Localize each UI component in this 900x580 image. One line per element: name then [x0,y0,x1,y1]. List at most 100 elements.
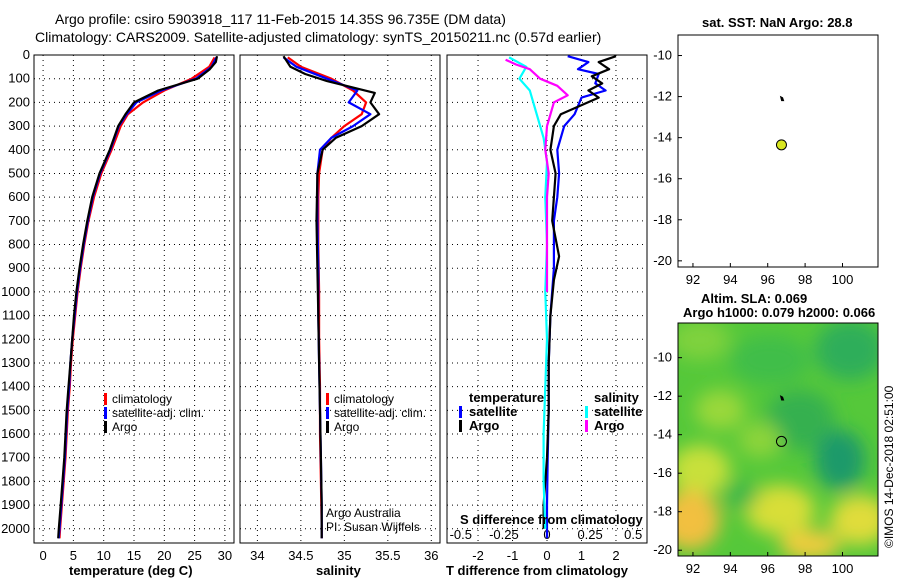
series-line-salinity-satellite [508,56,549,529]
temperature-legend: climatology satellite-adj. clim. Argo [104,392,204,434]
depth-tick-label: 1100 [2,308,30,323]
legend-argo-label: Argo [112,420,138,434]
map-y-tick-label: -20 [653,253,672,268]
temperature-xlabel: temperature (deg C) [69,563,193,578]
legend-temperature-title: temperature [469,390,544,405]
sst-map-panel: sat. SST: NaN Argo: 28.8 92 94 96 98 100 -10 -… [653,15,879,287]
legend-temp-argo-label: Argo [469,418,499,433]
map-x-tick-label: 94 [723,561,737,576]
x-tick-label: 15 [127,548,141,563]
salinity-panel: 34 34.5 35 35.5 36 salinity climatology sate… [239,54,441,578]
sla-field [678,323,878,556]
depth-tick-label: 1200 [1,331,30,346]
sla-map-panel: Altim. SLA: 0.069 Argo h1000: 0.079 h200… [653,291,879,576]
temperature-panel: 0100200300400500600700800900100011001200… [1,47,235,578]
legend-climatology-label: climatology [334,392,394,406]
legend-climatology-swatch [104,393,107,405]
legend-sal-argo-swatch [585,420,588,432]
map-x-tick-label: 100 [832,561,854,576]
depth-tick-label: 1500 [1,402,30,417]
depth-tick-label: 2000 [1,521,30,536]
legend-temp-satellite-label: satellite [469,404,517,419]
depth-tick-label: 500 [8,165,30,180]
legend-satellite-label: satellite-adj. clim. [334,406,426,420]
sla-map-title1: Altim. SLA: 0.069 [701,291,807,306]
sst-map-title: sat. SST: NaN Argo: 28.8 [702,15,853,30]
series-line-salinity-argo [505,58,569,292]
depth-tick-label: 700 [8,213,30,228]
depth-tick-label: 1400 [1,379,30,394]
legend-temp-argo-swatch [459,420,462,432]
legend-argo-swatch [326,421,329,433]
depth-tick-label: 1800 [1,473,30,488]
x-tick-label: -2 [472,548,484,563]
s-diff-tick-label: 0.25 [577,527,602,542]
salinity-legend: climatology satellite-adj. clim. Argo [326,392,426,434]
x-tick-label: 20 [157,548,171,563]
map-y-tick-label: -14 [653,130,672,145]
map-x-tick-label: 96 [760,272,774,287]
depth-tick-label: 1900 [1,497,30,512]
legend-satellite-swatch [104,407,107,419]
credit-pi: PI: Susan Wijffels [326,520,420,534]
title-line2: Climatology: CARS2009. Satellite-adjuste… [35,29,601,45]
s-diff-tick-label: -0.5 [450,527,472,542]
sla-map-frame [677,322,879,557]
legend-sal-satellite-label: satellite [594,404,642,419]
map-y-tick-label: -14 [653,427,672,442]
depth-tick-label: 600 [8,189,30,204]
legend-climatology-swatch [326,393,329,405]
depth-tick-label: 900 [8,260,30,275]
map-x-tick-label: 96 [760,561,774,576]
depth-tick-label: 0 [23,47,30,62]
legend-satellite-swatch [326,407,329,419]
difference-xlabel2: S difference from climatology [460,512,644,527]
x-tick-label: -1 [507,548,519,563]
map-x-tick-label: 94 [723,272,737,287]
map-y-tick-label: -10 [653,350,672,365]
sst-map-frame [677,34,879,268]
map-x-tick-label: 92 [686,272,700,287]
map-y-tick-label: -16 [653,171,672,186]
salinity-xlabel: salinity [316,563,362,578]
depth-tick-label: 1600 [1,426,30,441]
legend-sal-satellite-swatch [585,406,588,418]
legend-argo-swatch [104,421,107,433]
x-tick-label: 0 [39,548,46,563]
legend-salinity-title: salinity [594,390,640,405]
x-tick-label: 2 [612,548,619,563]
depth-tick-label: 100 [8,71,30,86]
map-y-tick-label: -10 [653,48,672,63]
depth-tick-label: 200 [8,94,30,109]
map-y-tick-label: -16 [653,465,672,480]
x-tick-label: 10 [96,548,110,563]
map-y-tick-label: -20 [653,542,672,557]
x-tick-label: 34.5 [288,548,313,563]
depth-tick-label: 1300 [1,355,30,370]
s-diff-tick-label: -0.25 [489,527,519,542]
legend-satellite-label: satellite-adj. clim. [112,406,204,420]
series-line-temperature-argo [542,55,617,529]
sla-map-title2: Argo h1000: 0.079 h2000: 0.066 [683,305,875,320]
map-y-tick-label: -12 [653,388,672,403]
s-diff-tick-label: 0.5 [624,527,642,542]
series-line-satellite-adj-clim- [282,56,372,539]
x-tick-label: 34 [250,548,264,563]
x-tick-label: 0 [543,548,550,563]
difference-legend-salinity: salinity satellite Argo [585,390,642,433]
series-line-temperature-satellite [545,55,607,539]
series-line-climatology [58,56,216,539]
copyright-footer: ©IMOS 14-Dec-2018 02:51:00 [882,385,896,548]
map-x-tick-label: 100 [832,272,854,287]
series-line-satellite-adj-clim- [57,56,218,539]
legend-temp-satellite-swatch [459,406,462,418]
x-tick-label: 35.5 [375,548,400,563]
difference-legend-temperature: temperature satellite Argo [459,390,544,433]
difference-panel: -2 -1 0 1 2 -0.5 -0.25 0 0.25 0.5 T difference f… [446,54,648,578]
argo-float-marker [775,435,787,447]
depth-tick-label: 300 [8,118,30,133]
argo-float-marker [775,139,787,151]
x-tick-label: 5 [70,548,77,563]
depth-tick-label: 400 [8,142,30,157]
